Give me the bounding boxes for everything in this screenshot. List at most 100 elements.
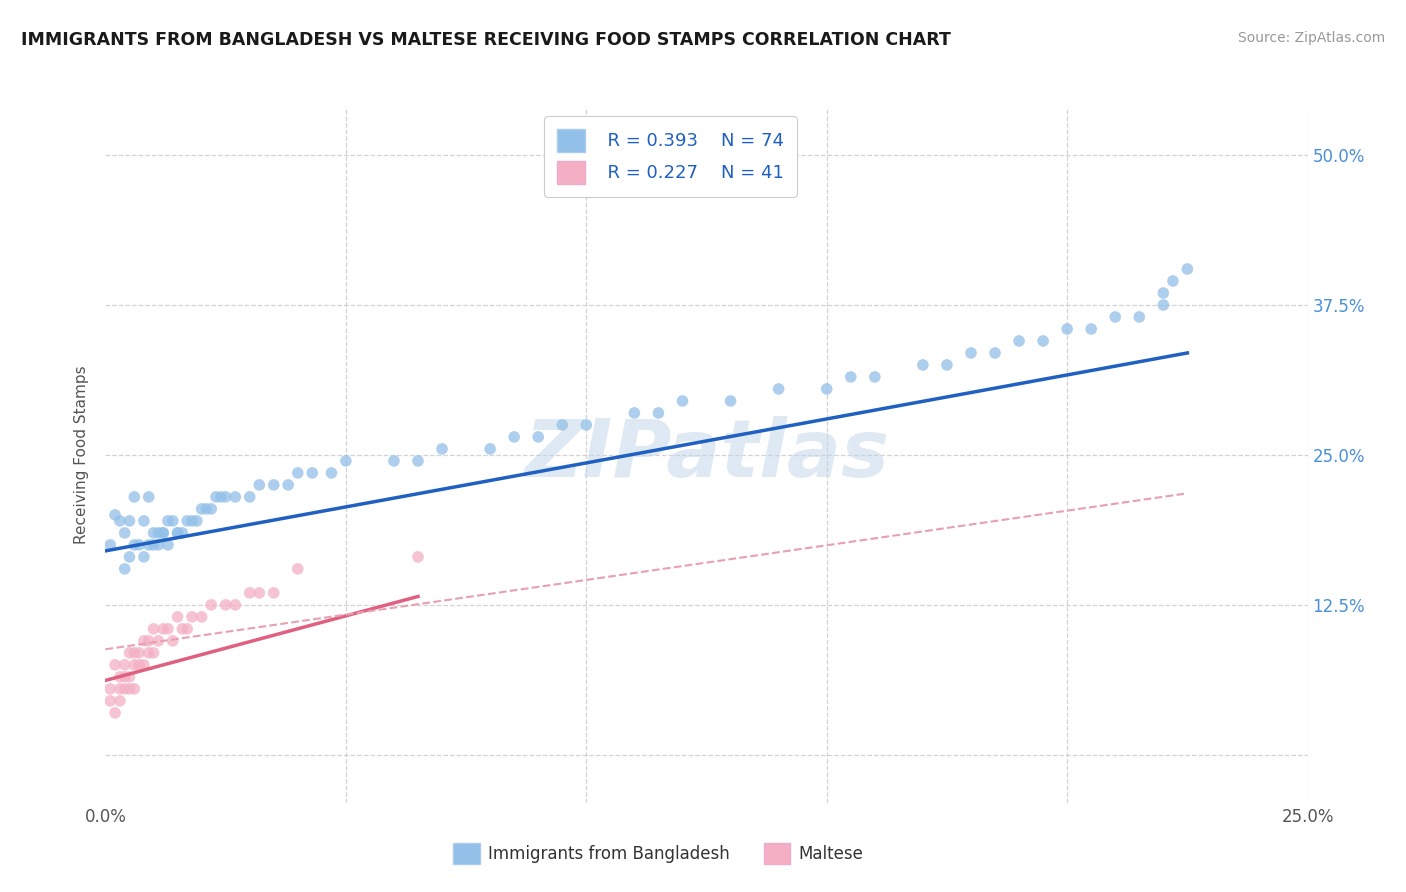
Point xyxy=(671,393,693,408)
Text: IMMIGRANTS FROM BANGLADESH VS MALTESE RECEIVING FOOD STAMPS CORRELATION CHART: IMMIGRANTS FROM BANGLADESH VS MALTESE RE… xyxy=(21,31,950,49)
Point xyxy=(181,514,204,528)
Point xyxy=(406,549,429,564)
Point xyxy=(156,514,179,528)
Point xyxy=(138,633,160,648)
Point xyxy=(1032,334,1054,348)
Point xyxy=(104,657,127,672)
Point xyxy=(114,670,136,684)
Point xyxy=(1008,334,1031,348)
Point xyxy=(124,681,146,696)
Point xyxy=(720,393,742,408)
Point xyxy=(152,622,174,636)
Point xyxy=(863,370,886,384)
Point xyxy=(148,538,170,552)
Legend: Immigrants from Bangladesh, Maltese: Immigrants from Bangladesh, Maltese xyxy=(447,837,870,871)
Point xyxy=(936,358,959,372)
Point xyxy=(287,562,309,576)
Point xyxy=(118,646,141,660)
Point xyxy=(138,538,160,552)
Point xyxy=(1080,322,1102,336)
Point xyxy=(263,478,285,492)
Point xyxy=(118,681,141,696)
Point xyxy=(118,549,141,564)
Point xyxy=(124,538,146,552)
Point xyxy=(190,610,212,624)
Point xyxy=(166,610,188,624)
Text: Source: ZipAtlas.com: Source: ZipAtlas.com xyxy=(1237,31,1385,45)
Point xyxy=(214,598,236,612)
Point xyxy=(138,490,160,504)
Point xyxy=(176,622,198,636)
Point xyxy=(195,502,218,516)
Point xyxy=(132,514,155,528)
Point xyxy=(114,525,136,540)
Point xyxy=(287,466,309,480)
Point xyxy=(960,346,983,360)
Point xyxy=(132,549,155,564)
Point xyxy=(247,586,270,600)
Point xyxy=(382,454,405,468)
Point xyxy=(98,694,121,708)
Point xyxy=(479,442,502,456)
Point xyxy=(148,633,170,648)
Point xyxy=(527,430,550,444)
Point xyxy=(1152,298,1174,312)
Point xyxy=(406,454,429,468)
Point xyxy=(301,466,323,480)
Point xyxy=(124,490,146,504)
Point xyxy=(98,538,121,552)
Point xyxy=(263,586,285,600)
Point xyxy=(224,490,246,504)
Point xyxy=(911,358,934,372)
Point xyxy=(551,417,574,432)
Point xyxy=(1175,262,1198,277)
Point xyxy=(114,657,136,672)
Point xyxy=(205,490,228,504)
Point xyxy=(647,406,669,420)
Point xyxy=(104,706,127,720)
Point xyxy=(104,508,127,522)
Point xyxy=(114,681,136,696)
Point xyxy=(108,514,131,528)
Point xyxy=(1152,285,1174,300)
Point xyxy=(181,610,204,624)
Point xyxy=(162,514,184,528)
Point xyxy=(815,382,838,396)
Point xyxy=(186,514,208,528)
Point xyxy=(575,417,598,432)
Point xyxy=(239,490,262,504)
Point xyxy=(1161,274,1184,288)
Y-axis label: Receiving Food Stamps: Receiving Food Stamps xyxy=(75,366,90,544)
Point xyxy=(128,538,150,552)
Point xyxy=(108,670,131,684)
Point xyxy=(118,514,141,528)
Point xyxy=(152,525,174,540)
Point xyxy=(132,657,155,672)
Point xyxy=(162,633,184,648)
Point xyxy=(132,633,155,648)
Point xyxy=(142,525,165,540)
Point xyxy=(166,525,188,540)
Point xyxy=(152,525,174,540)
Point xyxy=(277,478,299,492)
Point xyxy=(172,525,194,540)
Point xyxy=(321,466,343,480)
Point xyxy=(1056,322,1078,336)
Point xyxy=(142,646,165,660)
Point xyxy=(1128,310,1150,324)
Point xyxy=(114,562,136,576)
Point xyxy=(176,514,198,528)
Point xyxy=(984,346,1007,360)
Point xyxy=(172,622,194,636)
Point xyxy=(128,646,150,660)
Point xyxy=(430,442,453,456)
Point xyxy=(108,694,131,708)
Point xyxy=(108,681,131,696)
Point xyxy=(503,430,526,444)
Point xyxy=(839,370,862,384)
Point xyxy=(142,538,165,552)
Point xyxy=(190,502,212,516)
Point xyxy=(239,586,262,600)
Point xyxy=(148,525,170,540)
Point xyxy=(142,622,165,636)
